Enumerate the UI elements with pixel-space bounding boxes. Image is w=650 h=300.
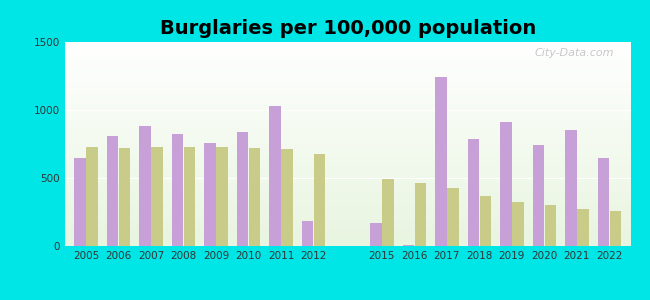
Legend: Alamosa, U.S. average: Alamosa, U.S. average: [248, 297, 448, 300]
Bar: [436, 77, 447, 246]
Bar: [467, 139, 479, 246]
Bar: [545, 205, 556, 246]
Bar: [216, 147, 228, 246]
Bar: [382, 179, 393, 246]
Bar: [512, 202, 524, 246]
Bar: [249, 148, 260, 246]
Bar: [370, 223, 382, 246]
Bar: [237, 132, 248, 246]
Bar: [565, 130, 577, 246]
Bar: [184, 147, 195, 246]
Text: City-Data.com: City-Data.com: [534, 48, 614, 58]
Bar: [598, 158, 609, 246]
Bar: [415, 183, 426, 246]
Bar: [151, 147, 162, 246]
Bar: [577, 209, 589, 246]
Bar: [500, 122, 512, 246]
Bar: [532, 146, 544, 246]
Bar: [140, 126, 151, 246]
Bar: [302, 221, 313, 246]
Bar: [270, 106, 281, 246]
Bar: [204, 142, 216, 246]
Bar: [281, 149, 292, 246]
Bar: [172, 134, 183, 246]
Bar: [314, 154, 325, 246]
Title: Burglaries per 100,000 population: Burglaries per 100,000 population: [160, 19, 536, 38]
Bar: [107, 136, 118, 246]
Bar: [447, 188, 459, 246]
Bar: [74, 158, 86, 246]
Bar: [480, 196, 491, 246]
Bar: [86, 147, 98, 246]
Bar: [610, 211, 621, 246]
Bar: [119, 148, 130, 246]
Bar: [402, 244, 414, 246]
